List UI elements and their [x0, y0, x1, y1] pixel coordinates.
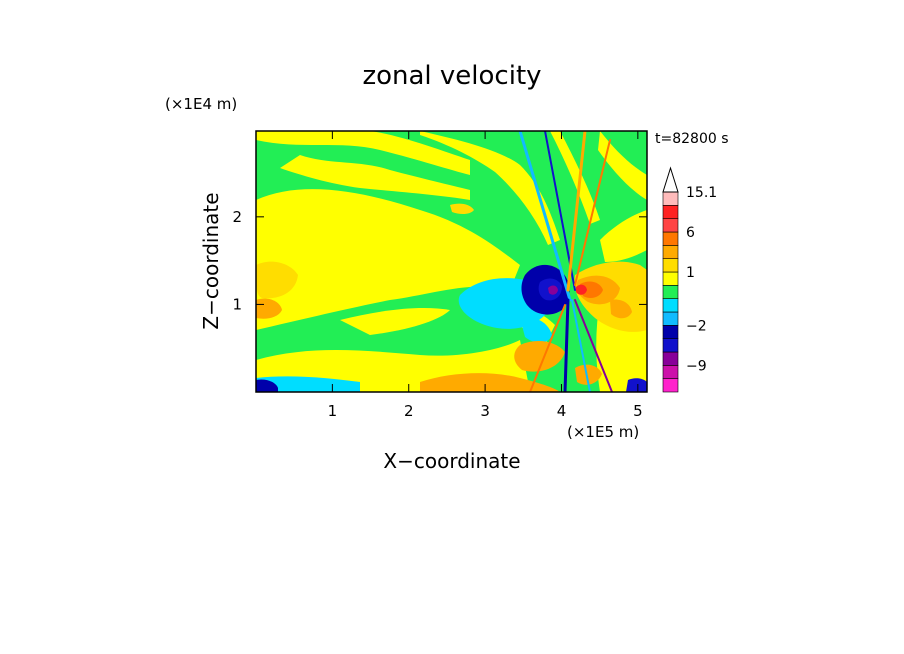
contour-region	[340, 308, 450, 335]
x-tick-label: 1	[328, 402, 338, 420]
colorbar-segment	[662, 191, 679, 206]
contour-region	[575, 364, 602, 385]
contour-region	[256, 379, 278, 392]
ray	[571, 299, 591, 392]
contour-region	[610, 299, 632, 319]
colorbar-segment	[662, 258, 679, 273]
colorbar-segment	[662, 218, 679, 233]
x-axis-unit: (×1E5 m)	[567, 423, 639, 441]
ray	[529, 304, 566, 392]
x-tick-label: 2	[404, 402, 414, 420]
contour-region	[626, 378, 647, 392]
contour-region	[548, 285, 558, 295]
plot-frame	[255, 130, 648, 393]
colorbar: 15.1 6 1 −2 −9	[662, 166, 717, 393]
y-tick-label: 2	[232, 208, 242, 226]
colorbar-segment	[662, 271, 679, 286]
colorbar-tick-label: 15.1	[686, 185, 717, 201]
contour-region	[256, 131, 470, 175]
contour-positive-patches	[256, 203, 647, 392]
contour-region	[600, 210, 647, 262]
ray	[518, 131, 572, 302]
colorbar-segment	[662, 365, 679, 379]
colorbar-segment	[662, 245, 679, 259]
contour-rays	[518, 131, 613, 392]
colorbar-tick-label: −9	[686, 358, 707, 374]
contour-region	[256, 261, 298, 299]
contour-region	[420, 131, 560, 245]
contour-region	[450, 203, 474, 215]
ray	[566, 131, 587, 292]
ray	[574, 299, 613, 392]
x-tick-label: 5	[633, 402, 643, 420]
contour-region	[280, 155, 470, 200]
contour-region	[576, 284, 587, 295]
colorbar-segment	[662, 231, 679, 246]
colorbar-tick-label: −2	[686, 318, 707, 334]
time-label: t=82800 s	[655, 131, 729, 147]
colorbar-tick-label: 1	[686, 265, 695, 281]
ray	[574, 139, 611, 286]
contour-negative-core	[256, 264, 647, 392]
y-axis-label: Z−coordinate	[199, 192, 223, 329]
x-tick-label: 4	[557, 402, 567, 420]
colorbar-segment	[662, 325, 679, 339]
colorbar-segment	[662, 205, 679, 219]
contour-field	[256, 131, 647, 392]
colorbar-segment	[662, 351, 679, 366]
x-tick-label: 3	[480, 402, 490, 420]
colorbar-segment	[662, 285, 679, 299]
colorbar-segment	[662, 298, 679, 313]
chart-title: zonal velocity	[362, 61, 541, 91]
x-axis-label: X−coordinate	[383, 449, 520, 473]
colorbar-segment	[662, 311, 679, 326]
y-tick-label: 1	[232, 295, 242, 313]
axes: 1 2 3 4 5 1 2	[232, 131, 647, 420]
colorbar-tick-label: 6	[686, 225, 695, 241]
contour-region	[256, 189, 520, 330]
contour-region	[420, 373, 560, 392]
ray	[563, 298, 570, 392]
contour-region	[598, 131, 647, 200]
colorbar-segment	[662, 338, 679, 353]
contour-region	[514, 340, 565, 372]
contour-region	[256, 376, 360, 392]
contour-region	[256, 298, 282, 319]
y-axis-unit: (×1E4 m)	[165, 95, 237, 113]
contour-region	[520, 317, 552, 343]
contour-region	[550, 131, 600, 224]
colorbar-extend-arrow	[662, 166, 679, 193]
contour-region	[580, 281, 603, 298]
colorbar-segment	[662, 378, 679, 393]
